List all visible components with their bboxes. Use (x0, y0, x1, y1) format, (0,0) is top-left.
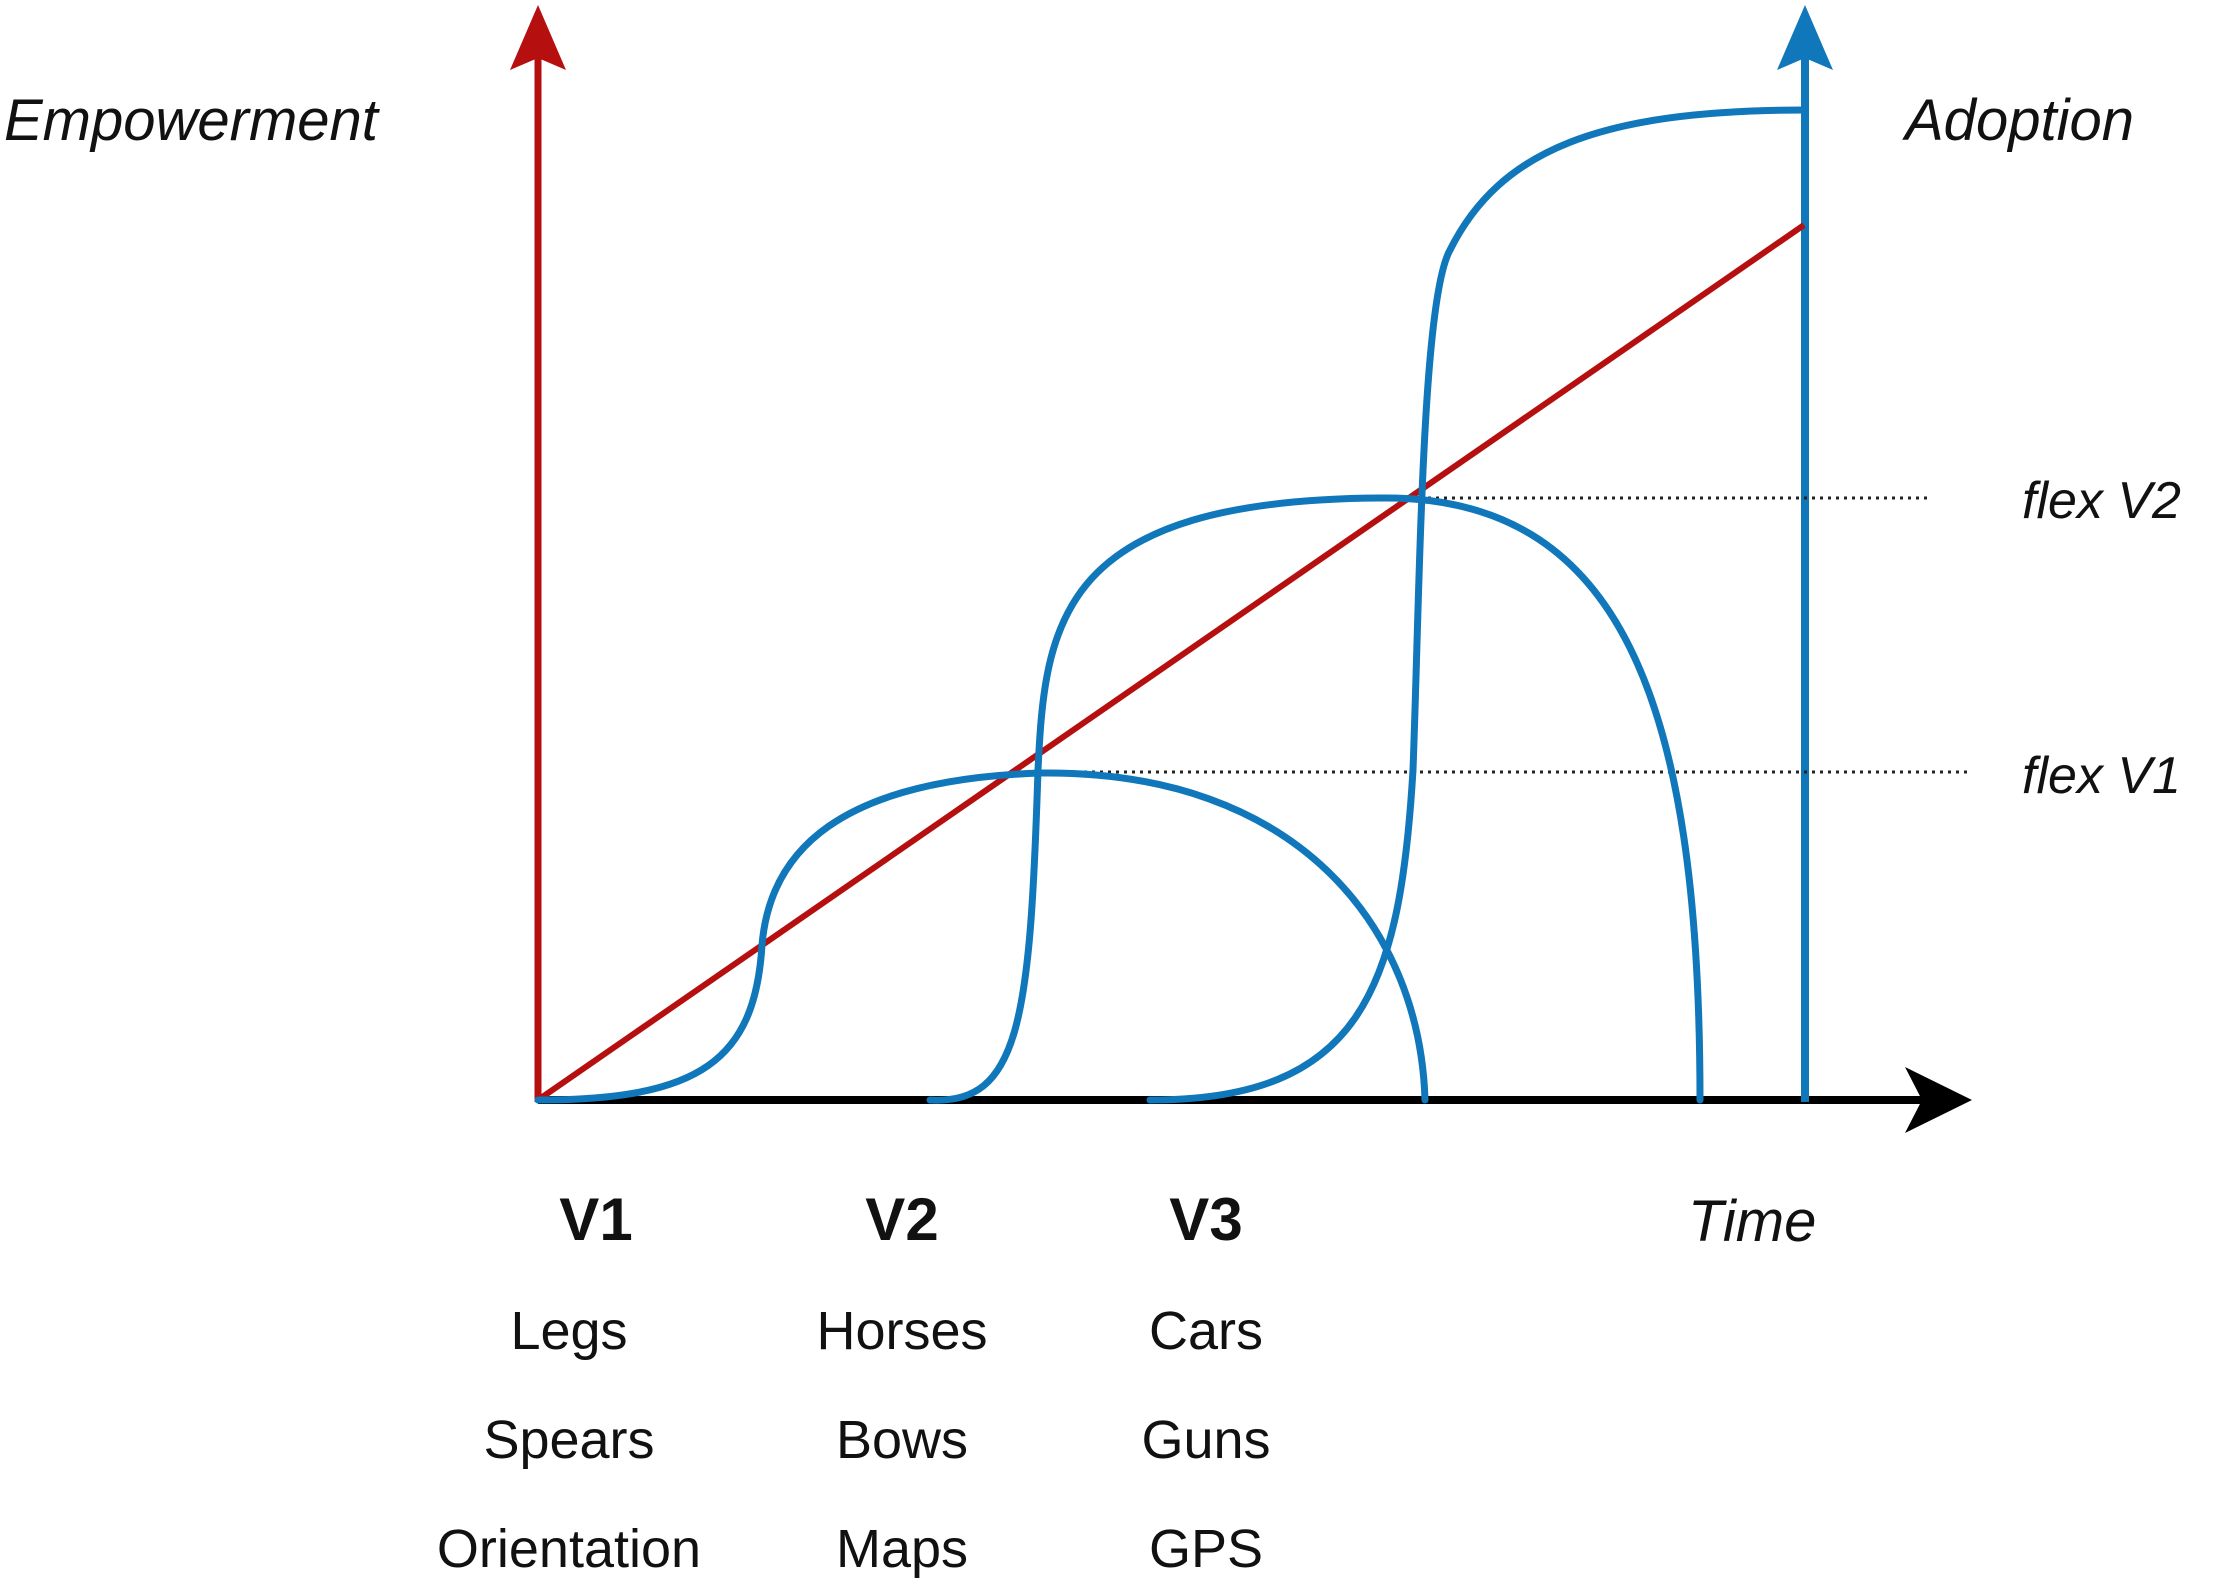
v3-item: Cars (1148, 1301, 1263, 1361)
v3-adoption-curve (1146, 106, 1809, 1104)
v1-item: Orientation (436, 1519, 702, 1579)
v3-heading: V3 (1169, 1186, 1243, 1253)
v3-item: Guns (1141, 1410, 1271, 1470)
v1-item: Spears (483, 1410, 655, 1470)
flex-v2-label: flex V2 (2022, 472, 2181, 530)
v1-item: Legs (510, 1301, 628, 1361)
adoption-axis-title: Adoption (1905, 88, 2134, 153)
flex-v1-label: flex V1 (2022, 747, 2181, 805)
v2-heading: V2 (865, 1186, 939, 1253)
time-axis-arrowhead (1905, 1067, 1972, 1133)
time-axis-title: Time (1688, 1189, 1817, 1254)
v1-heading: V1 (559, 1186, 633, 1253)
v3-item: GPS (1148, 1519, 1264, 1579)
v2-adoption-curve (926, 494, 1704, 1104)
adoption-axis-arrowhead (1777, 5, 1833, 70)
empowerment-line (536, 222, 1806, 1103)
v2-item: Horses (816, 1301, 988, 1361)
v2-item: Maps (835, 1519, 969, 1579)
v2-item: Bows (835, 1410, 969, 1470)
empowerment-axis-title: Empowerment (4, 88, 378, 153)
v1-adoption-curve (534, 769, 1429, 1104)
empowerment-axis-arrowhead (510, 5, 566, 70)
